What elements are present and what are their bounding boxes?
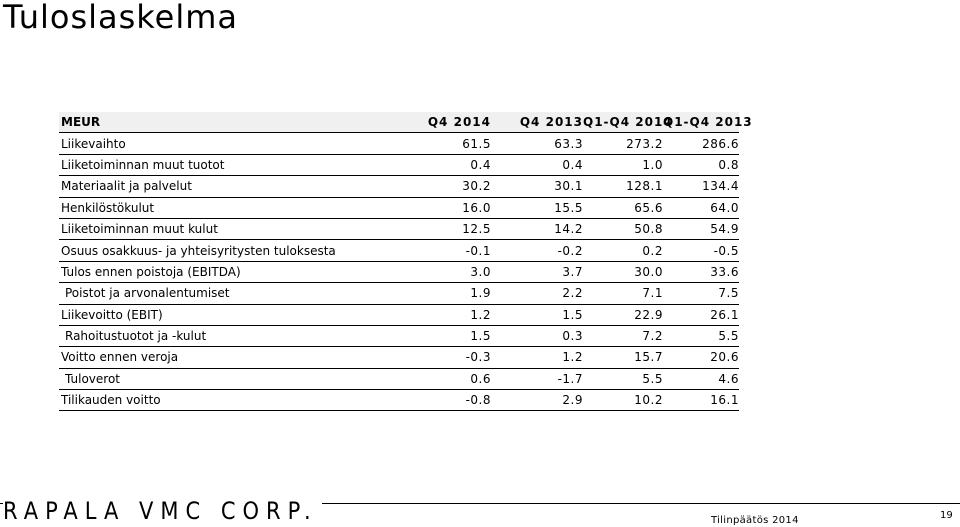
table-row: Henkilöstökulut 16.0 15.5 65.6 64.0 xyxy=(59,197,739,219)
cell-value: 3.0 xyxy=(399,261,491,284)
table-row: Liiketoiminnan muut tuotot 0.4 0.4 1.0 0… xyxy=(59,154,739,177)
cell-value: -1.7 xyxy=(491,368,583,391)
cell-value: 0.3 xyxy=(491,325,583,348)
table-row: Tilikauden voitto -0.8 2.9 10.2 16.1 xyxy=(59,389,739,412)
row-label: Liiketoiminnan muut kulut xyxy=(59,218,399,241)
cell-value: 286.6 xyxy=(663,132,739,155)
table-row: Liiketoiminnan muut kulut 12.5 14.2 50.8… xyxy=(59,218,739,241)
cell-value: -0.1 xyxy=(399,239,491,262)
cell-value: 273.2 xyxy=(583,132,663,155)
column-header-q4-2013: Q4 2013 xyxy=(491,112,583,134)
footer-label: Tilinpäätös 2014 xyxy=(711,515,799,526)
cell-value: 1.5 xyxy=(399,325,491,348)
row-label: Tilikauden voitto xyxy=(59,389,399,412)
cell-value: 0.4 xyxy=(399,154,491,177)
cell-value: 12.5 xyxy=(399,218,491,241)
cell-value: 20.6 xyxy=(663,346,739,369)
cell-value: 134.4 xyxy=(663,175,739,198)
column-header-q4-2014: Q4 2014 xyxy=(399,112,491,134)
row-label: Materiaalit ja palvelut xyxy=(59,175,399,198)
table-row: Materiaalit ja palvelut 30.2 30.1 128.1 … xyxy=(59,175,739,198)
cell-value: 15.5 xyxy=(491,197,583,219)
cell-value: 30.1 xyxy=(491,175,583,198)
row-label: Henkilöstökulut xyxy=(59,197,399,219)
cell-value: 1.2 xyxy=(399,304,491,326)
cell-value: 54.9 xyxy=(663,218,739,241)
income-statement-table: MEUR Q4 2014 Q4 2013 Q1-Q4 2014 Q1-Q4 20… xyxy=(59,112,752,412)
table-row: Poistot ja arvonalentumiset 1.9 2.2 7.1 … xyxy=(59,282,739,305)
column-header-q1-q4-2013: Q1-Q4 2013 xyxy=(663,112,752,134)
cell-value: 7.5 xyxy=(663,282,739,305)
cell-value: 30.2 xyxy=(399,175,491,198)
cell-value: -0.2 xyxy=(491,239,583,262)
cell-value: 16.1 xyxy=(663,389,739,412)
cell-value: 30.0 xyxy=(583,261,663,284)
cell-value: 14.2 xyxy=(491,218,583,241)
cell-value: 5.5 xyxy=(663,325,739,348)
cell-value: 1.2 xyxy=(491,346,583,369)
cell-value: 16.0 xyxy=(399,197,491,219)
footer-divider xyxy=(0,503,960,504)
cell-value: 63.3 xyxy=(491,132,583,155)
column-header-meur: MEUR xyxy=(59,112,399,134)
cell-value: 15.7 xyxy=(583,346,663,369)
cell-value: 22.9 xyxy=(583,304,663,326)
table-row: Voitto ennen veroja -0.3 1.2 15.7 20.6 xyxy=(59,346,739,369)
cell-value: 64.0 xyxy=(663,197,739,219)
cell-value: 10.2 xyxy=(583,389,663,412)
cell-value: 1.0 xyxy=(583,154,663,177)
cell-value: 65.6 xyxy=(583,197,663,219)
cell-value: 1.9 xyxy=(399,282,491,305)
table-row: Liikevoitto (EBIT) 1.2 1.5 22.9 26.1 xyxy=(59,304,739,326)
company-logo: RAPALA VMC CORP. xyxy=(3,497,322,525)
cell-value: 7.2 xyxy=(583,325,663,348)
cell-value: 5.5 xyxy=(583,368,663,391)
cell-value: -0.8 xyxy=(399,389,491,412)
cell-value: 0.8 xyxy=(663,154,739,177)
cell-value: 26.1 xyxy=(663,304,739,326)
cell-value: 0.6 xyxy=(399,368,491,391)
cell-value: 7.1 xyxy=(583,282,663,305)
row-label: Tuloverot xyxy=(59,368,399,391)
column-header-q1-q4-2014: Q1-Q4 2014 xyxy=(583,112,672,134)
cell-value: 2.9 xyxy=(491,389,583,412)
table-row: Tuloverot 0.6 -1.7 5.5 4.6 xyxy=(59,368,739,391)
cell-value: 3.7 xyxy=(491,261,583,284)
page-number: 19 xyxy=(940,510,953,521)
cell-value: 61.5 xyxy=(399,132,491,155)
table-row: Rahoitustuotot ja -kulut 1.5 0.3 7.2 5.5 xyxy=(59,325,739,348)
row-label: Osuus osakkuus- ja yhteisyritysten tulok… xyxy=(59,239,399,262)
table-row: Osuus osakkuus- ja yhteisyritysten tulok… xyxy=(59,239,739,262)
row-label: Poistot ja arvonalentumiset xyxy=(59,282,399,305)
cell-value: 2.2 xyxy=(491,282,583,305)
cell-value: -0.3 xyxy=(399,346,491,369)
cell-value: 33.6 xyxy=(663,261,739,284)
cell-value: -0.5 xyxy=(663,239,739,262)
table-row: Liikevaihto 61.5 63.3 273.2 286.6 xyxy=(59,132,739,155)
row-label: Voitto ennen veroja xyxy=(59,346,399,369)
cell-value: 0.4 xyxy=(491,154,583,177)
row-label: Tulos ennen poistoja (EBITDA) xyxy=(59,261,399,284)
cell-value: 128.1 xyxy=(583,175,663,198)
cell-value: 1.5 xyxy=(491,304,583,326)
row-label: Liikevaihto xyxy=(59,132,399,155)
page-title: Tuloslaskelma xyxy=(3,0,239,36)
row-label: Liiketoiminnan muut tuotot xyxy=(59,154,399,177)
row-label: Liikevoitto (EBIT) xyxy=(59,304,399,326)
row-label: Rahoitustuotot ja -kulut xyxy=(59,325,399,348)
cell-value: 50.8 xyxy=(583,218,663,241)
table-header-row: MEUR Q4 2014 Q4 2013 Q1-Q4 2014 Q1-Q4 20… xyxy=(59,112,752,134)
table-row: Tulos ennen poistoja (EBITDA) 3.0 3.7 30… xyxy=(59,261,739,284)
cell-value: 0.2 xyxy=(583,239,663,262)
cell-value: 4.6 xyxy=(663,368,739,391)
